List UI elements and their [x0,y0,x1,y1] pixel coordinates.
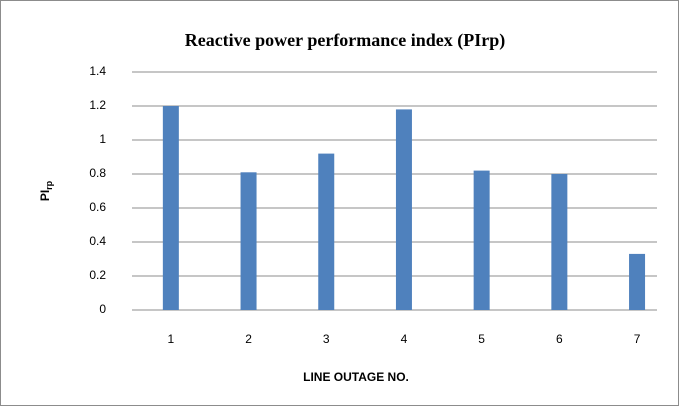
x-tick-label: 1 [168,332,175,346]
y-tick-label: 0.6 [89,200,106,214]
chart-title: Reactive power performance index (PIrp) [185,30,506,51]
x-axis-title: LINE OUTAGE NO. [303,370,409,384]
bar [473,170,490,310]
y-axis-title: PIrp [38,180,54,201]
x-tick-label: 4 [401,332,408,346]
x-tick-label: 7 [634,332,641,346]
y-tick-label: 0.2 [89,268,106,282]
y-tick-label: 0.4 [89,234,106,248]
y-tick-label: 0.8 [89,166,106,180]
bar [551,174,568,310]
x-tick-label: 6 [556,332,563,346]
bar [629,253,646,310]
x-tick-label: 5 [478,332,485,346]
bar [162,106,179,310]
y-tick-label: 1.2 [89,98,106,112]
bar [395,109,412,311]
x-tick-label: 3 [323,332,330,346]
y-tick-label: 1.4 [89,64,106,78]
y-tick-label: 0 [99,302,106,316]
y-axis-title-main: PI [38,190,52,201]
bar [318,153,335,310]
bar [240,172,257,310]
y-axis-title-subscript: rp [44,180,54,190]
x-tick-label: 2 [245,332,252,346]
y-tick-label: 1 [99,132,106,146]
